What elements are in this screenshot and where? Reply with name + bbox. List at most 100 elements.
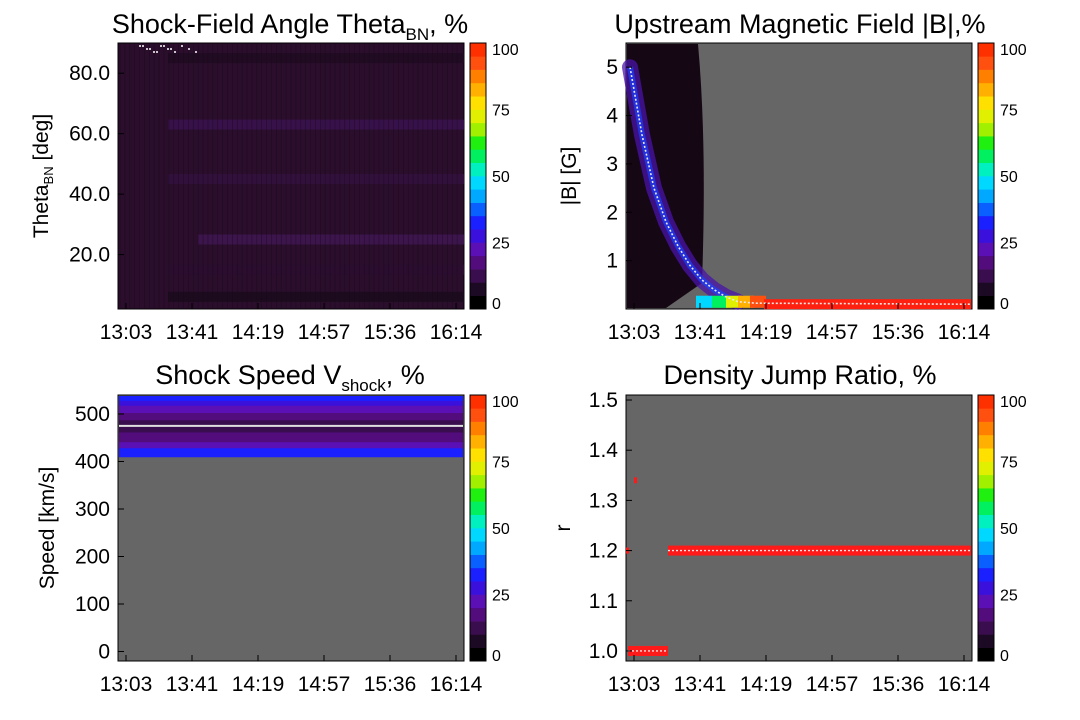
colorbar-swatch xyxy=(470,421,486,436)
y-tick-label: 1.2 xyxy=(589,540,618,563)
outlier-dot xyxy=(174,51,176,53)
colorbar-swatch xyxy=(978,282,994,296)
colorbar-tick-label: 25 xyxy=(1000,588,1018,605)
colorbar-swatch xyxy=(470,448,486,462)
colorbar-tick-label: 0 xyxy=(492,296,501,313)
theta-band xyxy=(168,119,464,130)
colorbar-swatch xyxy=(978,229,994,243)
colorbar-swatch xyxy=(470,395,486,409)
colorbar-swatch xyxy=(978,647,994,662)
x-tick-label: 13:03 xyxy=(608,673,661,696)
colorbar-tick-label: 50 xyxy=(492,521,510,538)
x-tick-label: 15:36 xyxy=(364,673,417,696)
x-tick-label: 13:03 xyxy=(100,673,153,696)
colorbar-swatch xyxy=(470,122,486,137)
colorbar-swatch xyxy=(978,621,994,635)
x-tick-label: 16:14 xyxy=(430,321,483,344)
colorbar-tick-label: 0 xyxy=(1000,296,1009,313)
y-tick-label: 4 xyxy=(606,105,618,128)
y-tick-label: 200 xyxy=(75,546,110,569)
colorbar-swatch xyxy=(978,56,994,70)
colorbar-swatch xyxy=(470,528,486,542)
x-tick-label: 14:57 xyxy=(298,321,351,344)
panel-3-title: Shock Speed Vshock, % xyxy=(155,360,425,395)
colorbar-swatch xyxy=(470,607,486,622)
theta-band xyxy=(198,234,464,245)
colorbar-tick-label: 50 xyxy=(1000,521,1018,538)
colorbar-tick-label: 100 xyxy=(1000,42,1027,59)
colorbar-tick-label: 25 xyxy=(492,588,510,605)
colorbar-tick-label: 50 xyxy=(1000,169,1018,186)
speed-band xyxy=(119,413,463,421)
colorbar-swatch xyxy=(470,594,486,609)
colorbar-swatch xyxy=(978,122,994,137)
outlier-dot xyxy=(181,45,183,47)
outlier-dot xyxy=(188,48,190,50)
colorbar-swatch xyxy=(470,96,486,110)
speed-band xyxy=(119,432,463,443)
y-axis-label-2: |B| [G] xyxy=(558,147,581,206)
y-tick-label: 20.0 xyxy=(69,244,110,267)
theta-band xyxy=(168,264,464,275)
colorbar-swatch xyxy=(470,176,486,190)
speed-band xyxy=(119,396,463,402)
x-tick-label: 15:36 xyxy=(364,321,417,344)
colorbar-swatch xyxy=(470,269,486,283)
colorbar-swatch xyxy=(470,488,486,502)
colorbar-tick-label: 25 xyxy=(492,236,510,253)
colorbar-swatch xyxy=(470,242,486,257)
colorbar-swatch xyxy=(978,215,994,230)
colorbar-swatch xyxy=(978,474,994,489)
panel-1-title: Shock-Field Angle ThetaBN, % xyxy=(112,9,468,44)
panel-theta-bn: Shock-Field Angle ThetaBN, % ThetaBN [de… xyxy=(30,9,519,344)
b-late-band xyxy=(764,299,971,310)
y-tick-label: 100 xyxy=(75,593,110,616)
colorbar-swatch xyxy=(978,109,994,124)
outlier-dot xyxy=(160,45,162,47)
panel-2-title: Upstream Magnetic Field |B|,% xyxy=(614,9,985,39)
colorbar-tick-label: 25 xyxy=(1000,236,1018,253)
colorbar-tick-label: 100 xyxy=(492,394,519,411)
x-tick-label: 14:57 xyxy=(298,673,351,696)
theta-band xyxy=(168,53,464,64)
colorbar-swatch xyxy=(470,567,486,582)
colorbar-swatch xyxy=(978,514,994,529)
y-tick-label: 1.3 xyxy=(589,489,618,512)
y-axis-label-3: Speed [km/s] xyxy=(36,467,59,590)
colorbar-swatch xyxy=(978,43,994,57)
colorbar-swatch xyxy=(470,149,486,163)
colorbar-swatch xyxy=(470,109,486,124)
colorbar-swatch xyxy=(978,96,994,110)
colorbar-swatch xyxy=(978,448,994,462)
y-tick-label: 40.0 xyxy=(69,183,110,206)
colorbar-tick-label: 50 xyxy=(492,169,510,186)
colorbar-swatch xyxy=(978,408,994,422)
colorbar-swatch xyxy=(978,421,994,436)
x-tick-label: 13:41 xyxy=(674,673,727,696)
speed-band xyxy=(119,448,463,458)
colorbar-swatch xyxy=(470,554,486,569)
colorbar-swatch xyxy=(978,176,994,190)
colorbar-swatch xyxy=(978,136,994,150)
y-tick-label: 80.0 xyxy=(69,62,110,85)
colorbar-swatch xyxy=(978,461,994,476)
colorbar-swatch xyxy=(470,189,486,203)
x-tick-label: 15:36 xyxy=(872,673,925,696)
outlier-dot xyxy=(195,51,197,53)
colorbar-swatch xyxy=(470,474,486,489)
y-tick-label: 400 xyxy=(75,451,110,474)
y-tick-label: 1.4 xyxy=(589,439,619,462)
b-median-trace xyxy=(629,67,971,305)
colorbar-tick-label: 0 xyxy=(492,648,501,665)
x-tick-label: 14:19 xyxy=(740,321,793,344)
colorbar-tick-label: 75 xyxy=(492,103,510,120)
ratio-late-band xyxy=(668,545,971,556)
y-tick-label: 60.0 xyxy=(69,123,110,146)
colorbar-swatch xyxy=(470,514,486,529)
colorbar-swatch xyxy=(470,501,486,515)
y-tick-label: 5 xyxy=(606,56,618,79)
colorbar-swatch xyxy=(470,434,486,449)
x-tick-label: 16:14 xyxy=(430,673,483,696)
y-tick-label: 1 xyxy=(606,250,618,273)
